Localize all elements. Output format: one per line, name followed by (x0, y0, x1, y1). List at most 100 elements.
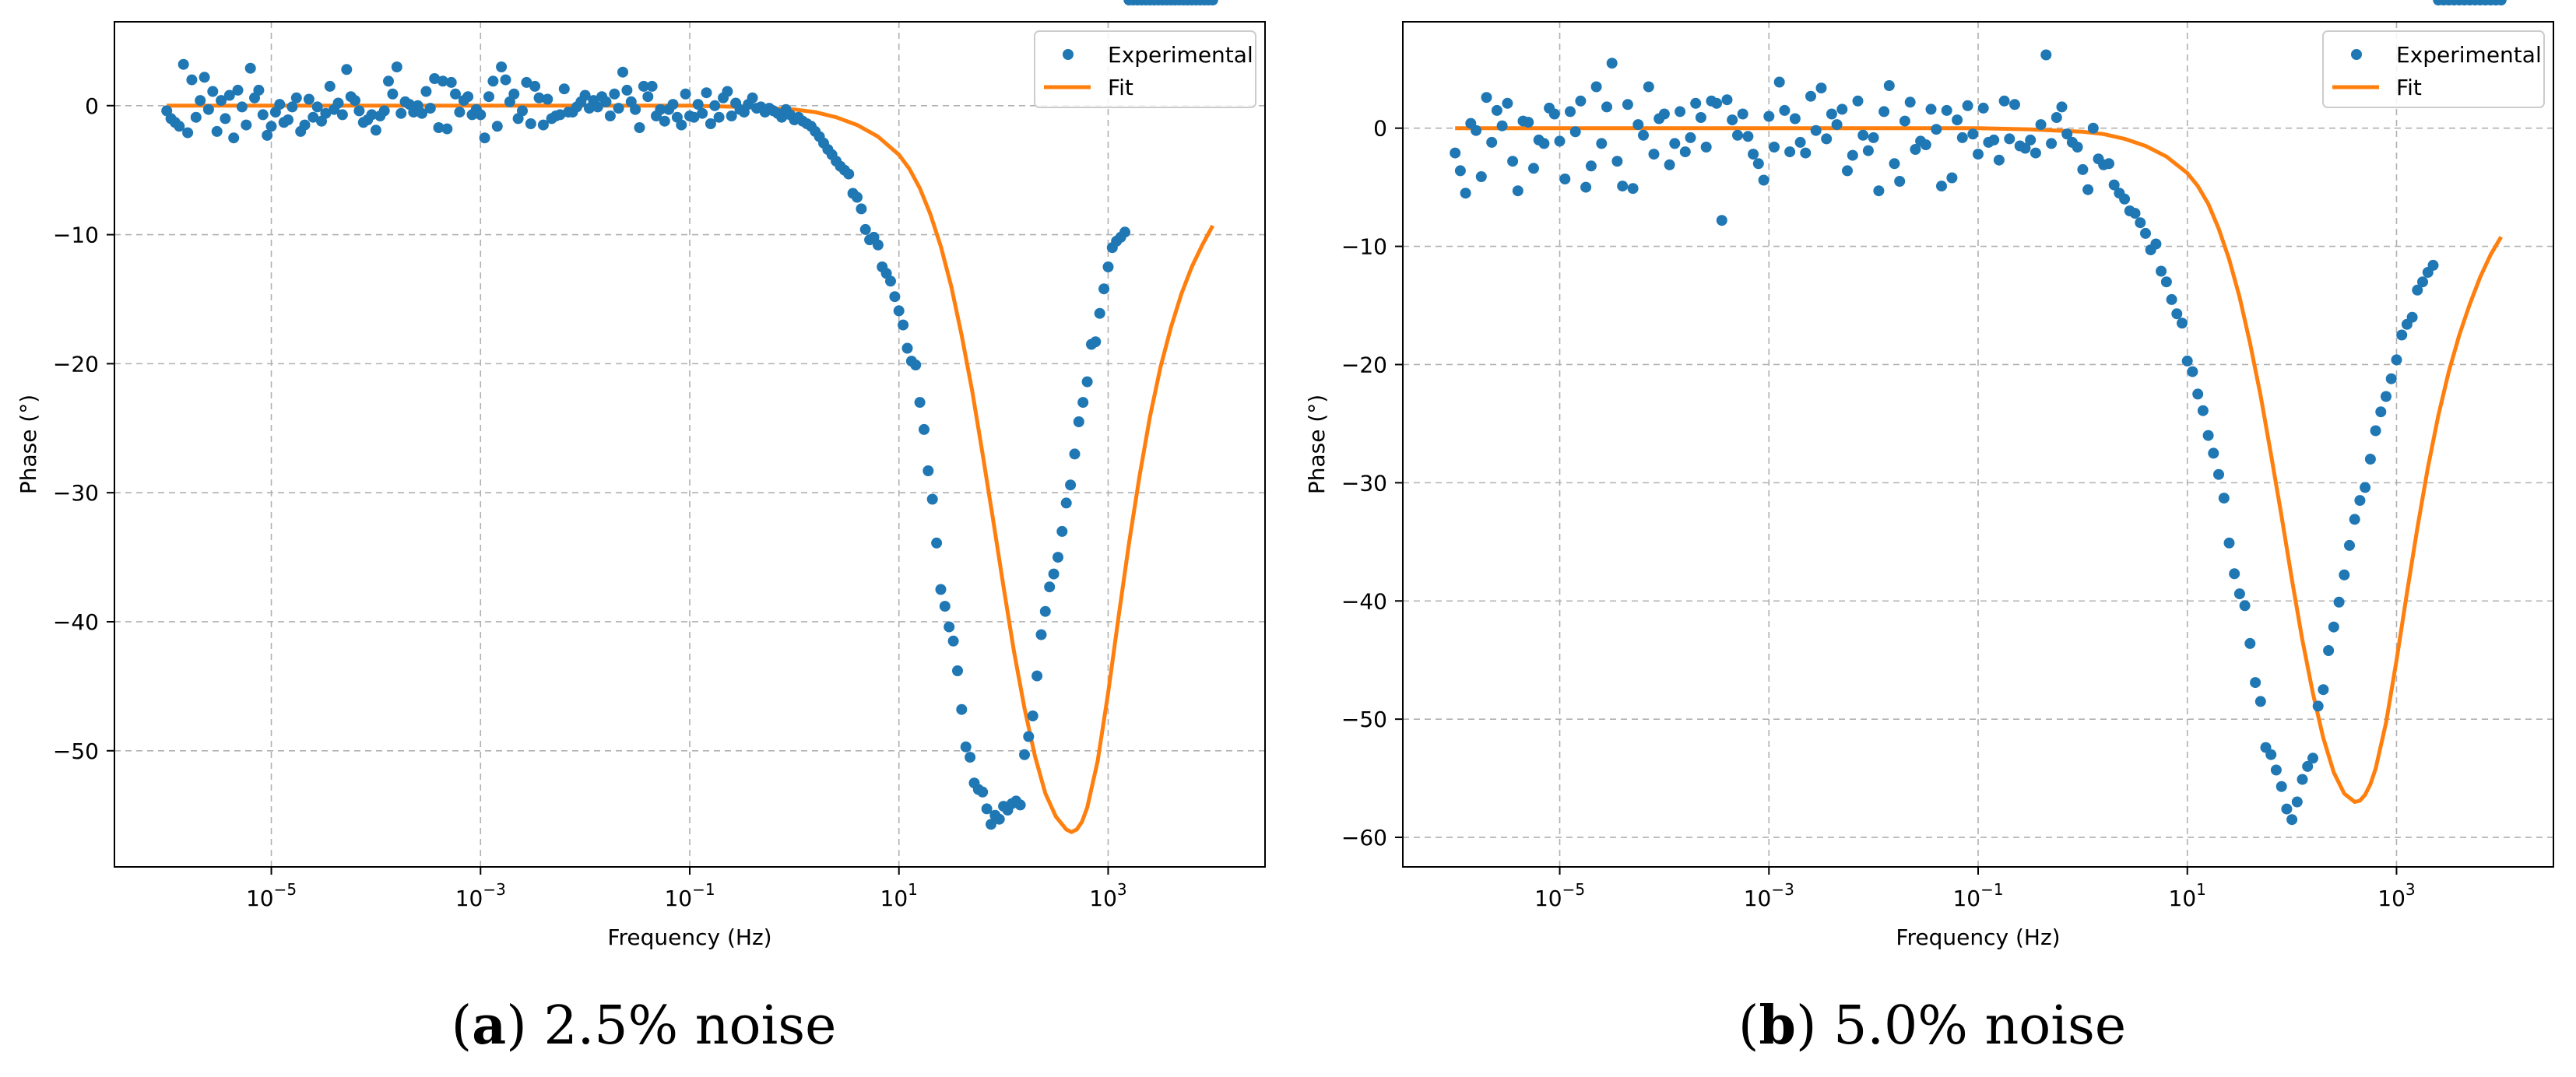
data-point (1019, 749, 1030, 760)
y-axis-label: Phase (°) (1304, 395, 1330, 494)
data-point (1102, 261, 1114, 272)
data-point (395, 107, 407, 119)
data-point (1643, 81, 1654, 93)
legend-label-fit: Fit (1108, 75, 1133, 100)
data-point (311, 101, 323, 113)
data-point (843, 168, 855, 180)
legend-marker-experimental (1063, 49, 1074, 60)
data-point (2166, 293, 2177, 305)
data-point (2364, 454, 2376, 465)
data-point (462, 91, 474, 103)
data-point (2156, 265, 2167, 277)
data-point (2129, 208, 2141, 219)
data-point (579, 89, 591, 101)
y-tick-label: −50 (1341, 707, 1387, 732)
data-point (1925, 103, 1937, 115)
data-point (2370, 425, 2381, 437)
data-point (1831, 119, 1843, 131)
data-point (241, 119, 252, 131)
data-point (1065, 479, 1077, 491)
data-point (2385, 373, 2397, 384)
data-point (1993, 154, 2005, 166)
data-point (1805, 90, 1816, 102)
data-point (2339, 569, 2350, 581)
data-point (303, 93, 315, 105)
data-point (1617, 181, 1629, 192)
data-point (1611, 156, 1623, 167)
data-point (1794, 136, 1806, 148)
data-point (697, 107, 708, 119)
legend-label-fit: Fit (2396, 75, 2422, 100)
data-point (2119, 193, 2131, 205)
data-point (1857, 129, 1869, 141)
data-point (1789, 113, 1801, 125)
data-point (475, 109, 487, 121)
data-point (2040, 49, 2052, 61)
data-point (1758, 174, 1769, 186)
data-point (1632, 119, 1644, 131)
data-point (2181, 355, 2193, 367)
data-point (2056, 101, 2068, 113)
y-tick-label: −40 (1341, 588, 1387, 614)
caption-a: (a) 2.5% noise (451, 995, 837, 1057)
x-tick-label: 10−3 (1744, 880, 1794, 911)
data-point (508, 88, 520, 100)
data-point (1496, 120, 1508, 132)
data-point (692, 99, 704, 111)
x-axis-label: Frequency (Hz) (1896, 924, 2060, 950)
data-point (1899, 115, 1910, 127)
data-point (1920, 139, 1931, 150)
data-point (1658, 108, 1670, 120)
data-point (923, 465, 934, 476)
data-point (1904, 96, 1916, 108)
data-point (2412, 284, 2423, 296)
data-point (977, 786, 989, 798)
data-point (592, 101, 603, 113)
data-point (1601, 101, 1612, 113)
data-point (1836, 103, 1848, 115)
data-point (630, 103, 641, 115)
data-point (1048, 568, 1060, 580)
data-point (521, 76, 532, 88)
data-point (253, 84, 265, 96)
data-point (1773, 76, 1785, 88)
x-tick-label: 10−3 (455, 880, 506, 911)
data-point (1873, 185, 1885, 197)
plot-frame (114, 21, 1266, 868)
x-tick-label: 103 (1089, 880, 1126, 911)
data-point (939, 601, 951, 612)
data-point (859, 223, 871, 235)
data-point (1027, 710, 1038, 721)
data-point (202, 103, 214, 115)
data-point (1039, 605, 1051, 617)
data-point (709, 100, 721, 111)
data-point (2265, 749, 2277, 760)
data-point (2030, 147, 2041, 159)
data-point (1554, 135, 1566, 147)
data-point (2427, 259, 2439, 271)
data-point (2328, 621, 2339, 633)
data-point (1512, 185, 1523, 197)
data-point (726, 111, 737, 121)
data-point (1737, 108, 1748, 120)
data-point (1862, 145, 1874, 156)
data-point (1098, 283, 1110, 295)
data-point (228, 132, 240, 144)
data-point (1622, 99, 1633, 111)
data-point (2270, 764, 2282, 776)
data-point (207, 86, 219, 97)
data-point (533, 92, 545, 103)
data-point (2229, 568, 2240, 580)
data-point (1685, 132, 1696, 143)
data-point (1894, 176, 1906, 187)
data-point (1931, 124, 1942, 135)
data-point (1716, 215, 1727, 226)
data-point (1056, 525, 1068, 537)
data-point (2025, 134, 2037, 146)
data-point (1471, 125, 1482, 136)
data-point (232, 84, 244, 96)
data-point (2061, 128, 2073, 140)
data-point (642, 91, 654, 103)
data-point (1119, 226, 1130, 238)
data-point (931, 537, 943, 549)
